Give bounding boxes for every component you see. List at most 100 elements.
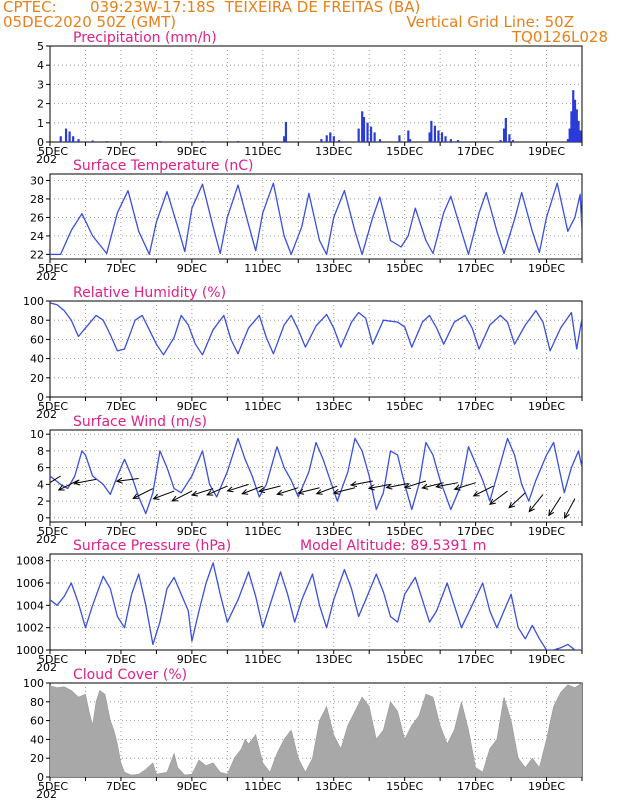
wind-vector xyxy=(298,487,320,494)
header-location: 039:23W-17:18S TEIXEIRA DE FREITAS (BA) xyxy=(90,0,421,16)
x-tick-label: 17DEC xyxy=(457,262,494,275)
header-model-code: TQ0126L028 xyxy=(511,28,608,46)
precip-bar xyxy=(320,139,323,142)
wind-vector-head xyxy=(191,490,199,497)
x-tick-label: 15DEC xyxy=(386,145,423,158)
wind-vector-head xyxy=(241,489,249,495)
y-tick-label: 1004 xyxy=(16,599,44,612)
wind-vector xyxy=(153,490,175,500)
y-tick-label: 0 xyxy=(37,771,44,784)
precip-bar xyxy=(440,132,444,142)
precip-bar xyxy=(433,125,437,142)
wind-vector-head xyxy=(421,483,429,490)
wind-vector xyxy=(473,485,494,497)
wind-vector-head xyxy=(508,501,516,509)
wind-vector-head xyxy=(472,490,480,497)
x-year-fragment: 202 xyxy=(36,661,57,674)
wind-vector xyxy=(368,483,391,489)
wind-vector xyxy=(436,482,458,488)
wind-vector-head xyxy=(171,495,179,502)
x-tick-label: 5DEC xyxy=(38,262,68,275)
y-tick-label: 30 xyxy=(30,174,44,187)
y-tick-label: 80 xyxy=(30,314,44,327)
precip-bar xyxy=(378,139,382,142)
x-tick-label: 7DEC xyxy=(106,262,136,275)
precip-bar xyxy=(408,139,412,142)
wind-vector-head xyxy=(528,505,535,513)
panel-frame xyxy=(49,553,583,651)
panel-data xyxy=(50,302,582,356)
precip-bar xyxy=(499,140,502,142)
wind-vector-head xyxy=(548,509,555,517)
x-tick-label: 9DEC xyxy=(177,780,207,793)
wind-vector xyxy=(50,475,61,484)
panel-data xyxy=(50,182,582,256)
y-tick-label: 40 xyxy=(30,353,44,366)
x-tick-label: 11DEC xyxy=(244,145,281,158)
x-tick-label: 5DEC xyxy=(38,653,68,666)
wind-vector-head xyxy=(73,479,81,486)
y-tick-label: 4 xyxy=(37,478,44,491)
wind-vector-head xyxy=(115,477,123,484)
panel-data xyxy=(59,90,582,142)
x-tick-label: 7DEC xyxy=(106,780,136,793)
y-tick-label: 4 xyxy=(37,59,44,72)
panel-title: Surface Temperature (nC) xyxy=(73,158,254,174)
x-tick-label: 13DEC xyxy=(315,145,352,158)
x-tick-label: 11DEC xyxy=(244,525,281,538)
x-year-fragment: 202 xyxy=(36,408,57,421)
wind-vector-head xyxy=(315,489,323,495)
wind-vector xyxy=(528,494,544,512)
y-tick-label: 0 xyxy=(37,512,44,525)
y-tick-label: 1 xyxy=(37,117,44,130)
x-tick-label: 19DEC xyxy=(528,262,565,275)
panel-temp: 22 24 26 28 30 5DEC 7DEC 9DEC 11DEC 13DEC 15DEC 17D… xyxy=(30,158,583,283)
precip-bar xyxy=(437,130,440,142)
panel-data xyxy=(50,562,582,650)
y-tick-label: 22 xyxy=(30,248,44,261)
x-year-fragment: 202 xyxy=(36,153,57,166)
panel-cloud: 0 20 40 60 80 100 5DEC 7DEC 9DEC 11DEC 13DEC 15DEC 1… xyxy=(23,667,583,800)
y-tick-label: 60 xyxy=(30,715,44,728)
y-tick-label: 40 xyxy=(30,733,44,746)
panel-wind: 0 2 4 6 8 10 5DEC 7DEC 9DEC 11DEC 13DEC 15DEC 17DEC 1… xyxy=(30,414,583,546)
x-tick-label: 15DEC xyxy=(386,780,423,793)
panel-frame xyxy=(49,300,583,398)
y-tick-label: 2 xyxy=(37,495,44,508)
y-tick-label: 24 xyxy=(30,230,44,243)
x-tick-label: 11DEC xyxy=(244,780,281,793)
precip-bar xyxy=(64,128,68,142)
wind-vector-head xyxy=(258,487,266,494)
x-tick-label: 13DEC xyxy=(315,653,352,666)
precip-bar xyxy=(511,140,515,142)
precip-bar xyxy=(68,131,71,142)
precip-bar xyxy=(366,122,369,142)
wind-vector xyxy=(454,482,476,490)
wind-line xyxy=(50,437,582,515)
x-tick-label: 13DEC xyxy=(315,525,352,538)
wind-vector xyxy=(227,483,249,492)
rh-line xyxy=(50,302,582,356)
precip-bar xyxy=(329,132,332,142)
wind-vector xyxy=(74,478,97,484)
y-tick-label: 100 xyxy=(23,295,44,308)
wind-vector-head xyxy=(564,511,570,520)
precip-bar xyxy=(369,126,373,142)
precip-bar xyxy=(428,132,431,142)
wind-vector-head xyxy=(453,484,461,491)
wind-vector xyxy=(277,487,299,495)
y-tick-label: 1006 xyxy=(16,577,44,590)
wind-vector-head xyxy=(226,486,234,493)
wind-vector-head xyxy=(385,483,393,490)
precip-bar xyxy=(568,128,571,142)
pressure-line xyxy=(50,562,582,650)
precip-bar xyxy=(573,99,577,142)
wind-vector xyxy=(548,496,562,516)
wind-vector-head xyxy=(297,488,305,495)
y-tick-label: 8 xyxy=(37,445,44,458)
wind-vector-head xyxy=(132,493,140,499)
x-tick-label: 15DEC xyxy=(386,400,423,413)
x-tick-label: 13DEC xyxy=(315,780,352,793)
x-tick-label: 9DEC xyxy=(177,653,207,666)
